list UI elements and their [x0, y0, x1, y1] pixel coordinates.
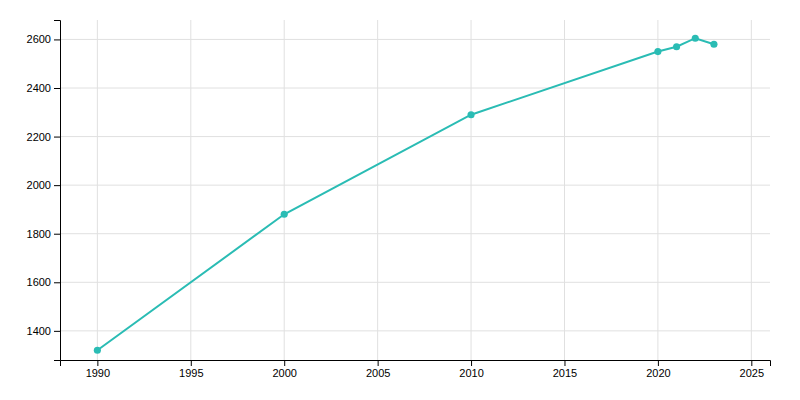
y-axis-tick: 1400 [27, 325, 60, 337]
x-axis-tick: 2015 [553, 360, 577, 379]
y-axis-tick-mark [54, 282, 60, 283]
x-axis-tick-label: 2020 [646, 367, 670, 379]
series [94, 35, 718, 354]
grid-line-x [190, 20, 191, 360]
x-axis-tick-label: 2015 [553, 367, 577, 379]
plot-area: 1990 1995 2000 2005 2010 2015 2020 2025 1400 1600… [27, 20, 771, 379]
point [710, 41, 717, 48]
grid-line-y [60, 233, 770, 234]
grid-line-y [60, 330, 770, 331]
x-axis-tick: 2025 [740, 360, 764, 379]
grid-line-y [60, 136, 770, 137]
y-axis-tick-label: 2400 [27, 82, 51, 94]
y-axis: 1400 1600 1800 2000 2200 2400 2600 [27, 21, 61, 361]
point [281, 211, 288, 218]
y-axis-line [54, 21, 61, 361]
grid-line-x [377, 20, 378, 360]
grid-line-x [657, 20, 658, 360]
x-axis-tick: 2000 [272, 360, 296, 379]
x-axis-tick: 2005 [366, 360, 390, 379]
x-axis-tick-mark [191, 360, 192, 366]
grid-line-x [284, 20, 285, 360]
chart-container: 1990 1995 2000 2005 2010 2015 2020 2025 1400 1600… [0, 0, 800, 400]
y-axis-tick-label: 2600 [27, 33, 51, 45]
chart-svg: 1990 1995 2000 2005 2010 2015 2020 2025 1400 1600… [0, 0, 800, 400]
grid-line-x [471, 20, 472, 360]
x-axis-tick-mark [471, 360, 472, 366]
grid [60, 20, 770, 360]
y-axis-tick-mark [54, 137, 60, 138]
x-axis-tick-mark [97, 360, 98, 366]
y-axis-tick: 2200 [27, 131, 60, 143]
grid-line-y [60, 88, 770, 89]
y-axis-tick: 2400 [27, 82, 60, 94]
y-axis-tick-mark [54, 234, 60, 235]
point [467, 111, 474, 118]
x-axis-tick-label: 2025 [740, 367, 764, 379]
y-axis-tick-label: 1600 [27, 276, 51, 288]
y-axis-tick-label: 1800 [27, 228, 51, 240]
y-axis-tick-mark [54, 185, 60, 186]
grid-line-x [97, 20, 98, 360]
x-axis-tick: 2010 [459, 360, 483, 379]
x-axis-tick-mark [751, 360, 752, 366]
point [94, 347, 101, 354]
point [673, 43, 680, 50]
x-axis-tick-mark [564, 360, 565, 366]
x-axis-tick: 2020 [646, 360, 670, 379]
x-axis-tick-mark [378, 360, 379, 366]
y-axis-tick: 1800 [27, 228, 60, 240]
point [692, 35, 699, 42]
y-axis-tick: 1600 [27, 276, 60, 288]
y-axis-tick-mark [54, 88, 60, 89]
x-axis-tick: 1995 [179, 360, 203, 379]
y-axis-tick-label: 2200 [27, 131, 51, 143]
y-axis-tick-label: 2000 [27, 179, 51, 191]
grid-line-y [60, 39, 770, 40]
y-axis-tick-mark [54, 331, 60, 332]
grid-line-x [751, 20, 752, 360]
x-axis-tick-label: 2000 [272, 367, 296, 379]
grid-line-y [60, 282, 770, 283]
grid-line-x [564, 20, 565, 360]
point [654, 48, 661, 55]
x-axis-line [61, 361, 771, 367]
y-axis-tick: 2000 [27, 179, 60, 191]
y-axis-tick: 2600 [27, 33, 60, 45]
y-axis-tick-label: 1400 [27, 325, 51, 337]
y-axis-tick-mark [54, 39, 60, 40]
x-axis-tick-label: 2005 [366, 367, 390, 379]
x-axis-tick-label: 2010 [459, 367, 483, 379]
x-axis-tick: 1990 [86, 360, 110, 379]
x-axis-tick-mark [284, 360, 285, 366]
x-axis: 1990 1995 2000 2005 2010 2015 2020 2025 [61, 360, 771, 379]
x-axis-tick-label: 1990 [86, 367, 110, 379]
grid-line-y [60, 185, 770, 186]
line [97, 38, 714, 350]
x-axis-tick-mark [658, 360, 659, 366]
x-axis-tick-label: 1995 [179, 367, 203, 379]
